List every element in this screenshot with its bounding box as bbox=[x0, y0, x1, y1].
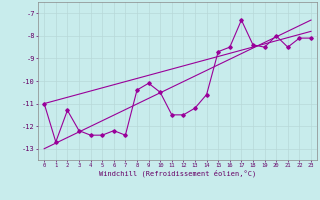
X-axis label: Windchill (Refroidissement éolien,°C): Windchill (Refroidissement éolien,°C) bbox=[99, 170, 256, 177]
